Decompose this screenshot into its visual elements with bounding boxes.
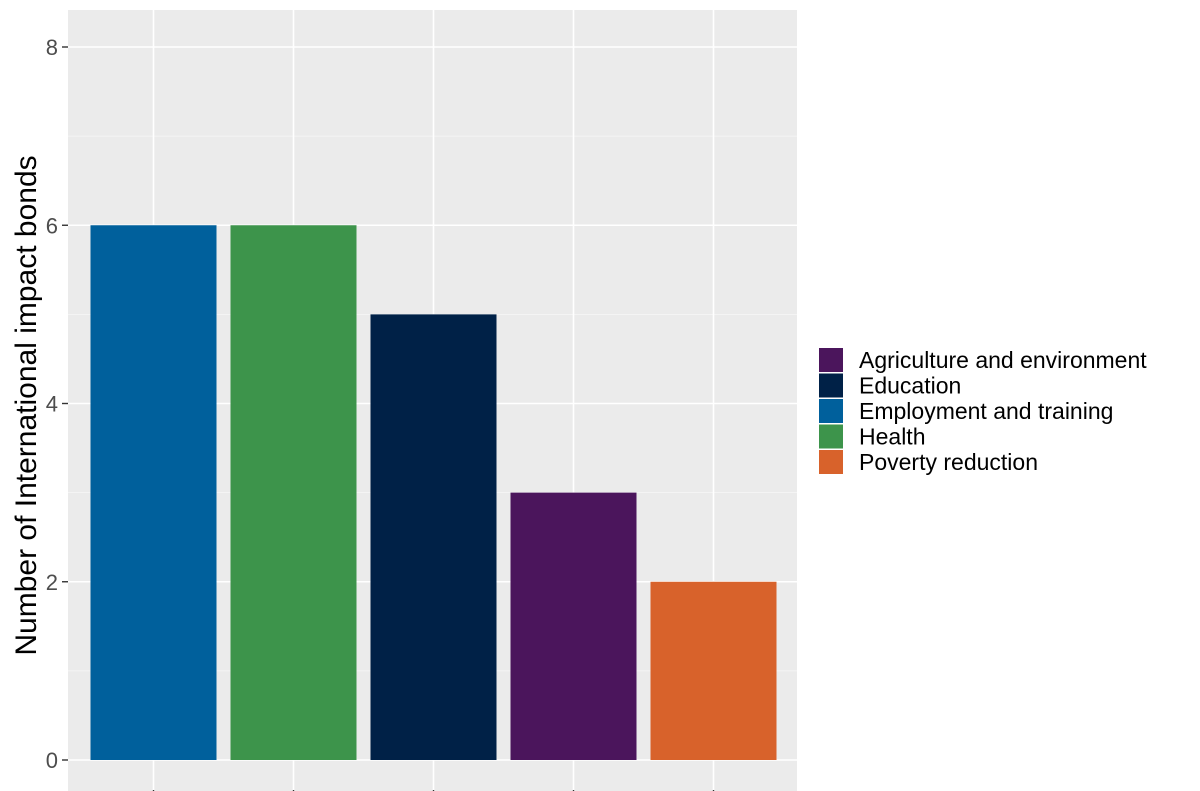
legend-label: Poverty reduction [859, 449, 1038, 475]
legend: Agriculture and environmentEducationEmpl… [819, 347, 1147, 475]
legend-key [819, 348, 843, 372]
bar [230, 225, 357, 760]
bars-group [90, 225, 777, 760]
legend-label: Agriculture and environment [859, 347, 1147, 373]
bar [650, 581, 777, 760]
legend-label: Education [859, 373, 961, 399]
y-axis: 0 2 4 6 8 [46, 35, 68, 773]
y-axis-title: Number of International impact bonds [10, 155, 43, 655]
y-tick-label: 2 [46, 570, 58, 595]
y-tick-label: 8 [46, 35, 58, 60]
legend-key [819, 373, 843, 398]
bar [370, 314, 497, 760]
y-tick-label: 0 [46, 748, 58, 773]
bar [90, 225, 217, 760]
legend-label: Employment and training [859, 398, 1113, 424]
bar [510, 492, 637, 760]
legend-label: Health [859, 424, 925, 450]
y-tick-label: 6 [46, 213, 58, 238]
y-tick-label: 4 [46, 392, 58, 417]
legend-key [819, 399, 843, 423]
legend-key [819, 424, 843, 449]
legend-key [819, 450, 843, 474]
